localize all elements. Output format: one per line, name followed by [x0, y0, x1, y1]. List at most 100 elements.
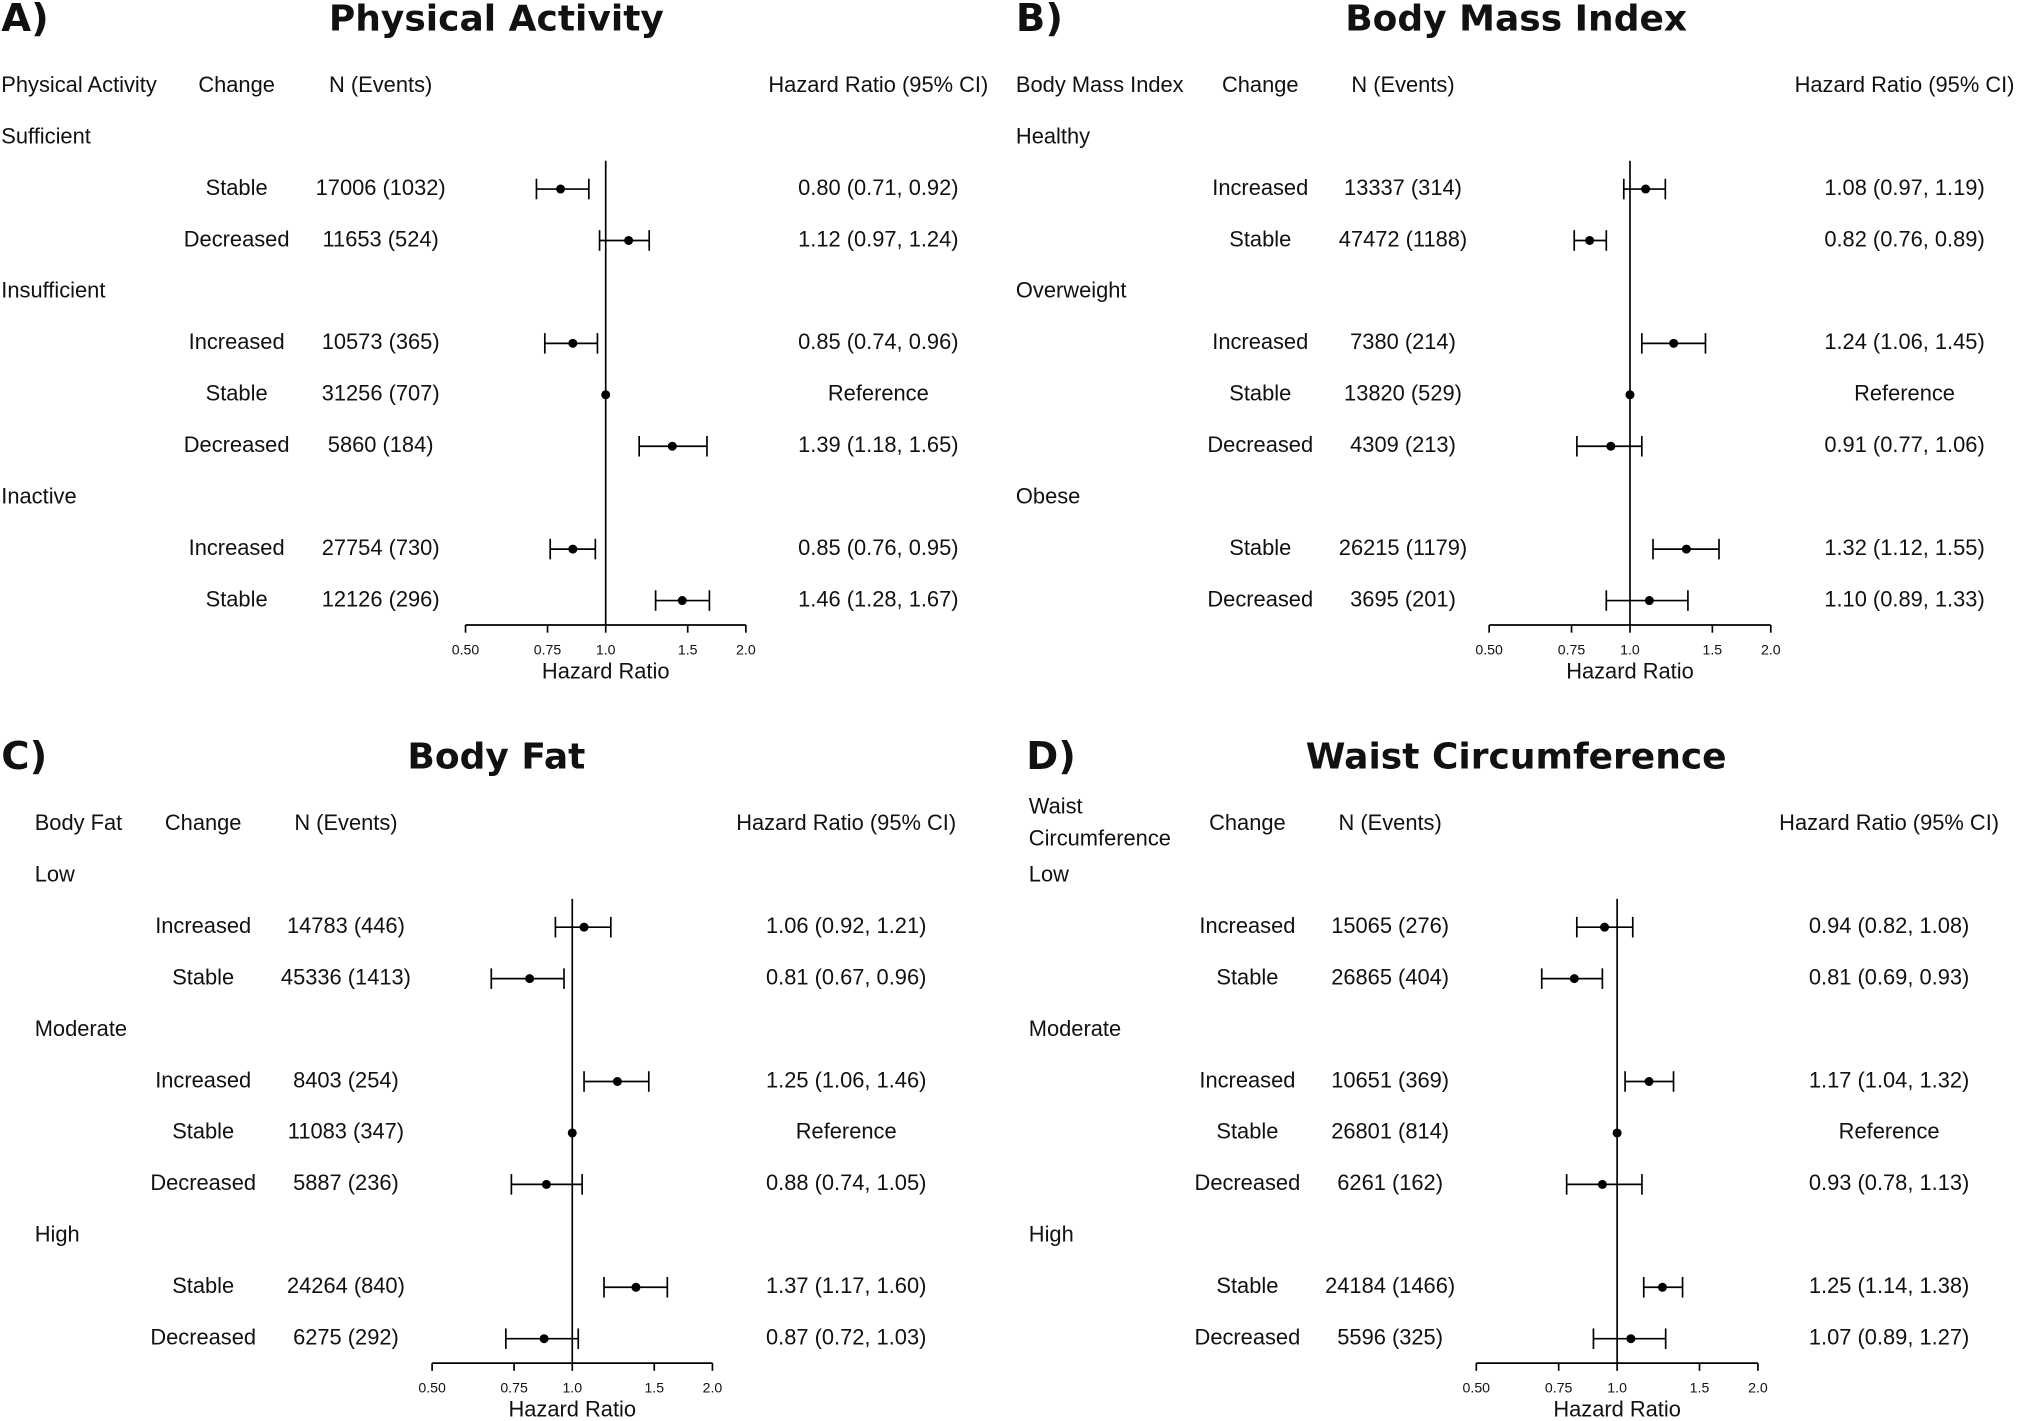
x-tick-label: 1.5 [1703, 641, 1723, 657]
column-header: N (Events) [294, 810, 397, 835]
hr-label: 1.46 (1.28, 1.67) [798, 586, 958, 611]
panel-label: C) [1, 734, 47, 779]
group-label: Inactive [1, 483, 76, 508]
group-label: High [1029, 1222, 1074, 1247]
column-header: Body Mass Index [1016, 72, 1184, 97]
n-events: 45336 (1413) [281, 964, 411, 989]
change-label: Decreased [184, 226, 290, 251]
hr-point [568, 338, 578, 348]
change-label: Decreased [1207, 586, 1313, 611]
column-header: Change [198, 72, 275, 97]
change-label: Stable [1216, 1273, 1278, 1298]
hr-point [579, 922, 589, 932]
n-events: 27754 (730) [322, 535, 440, 560]
panel-label: A) [1, 0, 48, 41]
group-label: Sufficient [1, 123, 91, 148]
x-tick-label: 0.50 [1463, 1380, 1491, 1396]
hr-label: 0.85 (0.76, 0.95) [798, 535, 958, 560]
column-header: Hazard Ratio (95% CI) [1795, 72, 2015, 97]
hr-label: 1.07 (0.89, 1.27) [1809, 1324, 1969, 1349]
column-header: Physical Activity [1, 72, 157, 97]
hr-label: 0.94 (0.82, 1.08) [1809, 913, 1969, 938]
group-label: Low [1029, 862, 1069, 887]
n-events: 26215 (1179) [1339, 535, 1467, 560]
change-label: Stable [172, 1119, 234, 1144]
group-label: Insufficient [1, 278, 105, 303]
x-axis-label: Hazard Ratio [1553, 1396, 1681, 1421]
hr-label: 1.06 (0.92, 1.21) [766, 913, 926, 938]
change-label: Stable [206, 175, 268, 200]
column-header: Hazard Ratio (95% CI) [736, 810, 956, 835]
x-tick-label: 2.0 [736, 641, 756, 657]
column-header: Hazard Ratio (95% CI) [1779, 810, 1999, 835]
x-tick-label: 0.50 [452, 641, 480, 657]
change-label: Decreased [150, 1170, 256, 1195]
chart-title: Physical Activity [329, 0, 664, 40]
n-events: 31256 (707) [322, 381, 440, 406]
x-tick-label: 0.50 [418, 1380, 446, 1396]
hr-point [1644, 1077, 1654, 1087]
change-label: Decreased [1195, 1324, 1301, 1349]
hr-label: 1.17 (1.04, 1.32) [1809, 1067, 1969, 1092]
hr-point [1641, 184, 1651, 194]
change-label: Stable [1229, 226, 1291, 251]
hr-point [631, 1282, 641, 1292]
hr-label: 0.93 (0.78, 1.13) [1809, 1170, 1969, 1195]
hr-label: 1.25 (1.14, 1.38) [1809, 1273, 1969, 1298]
n-events: 14783 (446) [287, 913, 405, 938]
column-header: N (Events) [1339, 810, 1442, 835]
change-label: Increased [1212, 175, 1308, 200]
hr-label: Reference [1854, 381, 1955, 406]
change-label: Increased [1199, 913, 1295, 938]
hr-label: 1.39 (1.18, 1.65) [798, 432, 958, 457]
hr-label: 0.82 (0.76, 0.89) [1824, 226, 1984, 251]
x-tick-label: 0.50 [1475, 641, 1503, 657]
hr-point [1657, 1282, 1667, 1292]
hr-point [539, 1334, 549, 1344]
hr-point [525, 974, 535, 984]
hr-point [556, 184, 566, 194]
hr-label: Reference [796, 1119, 897, 1144]
hr-point [612, 1077, 622, 1087]
n-events: 24264 (840) [287, 1273, 405, 1298]
column-header: Change [1222, 72, 1299, 97]
panel-label: B) [1016, 0, 1063, 41]
change-label: Stable [206, 586, 268, 611]
hr-label: 1.12 (0.97, 1.24) [798, 226, 958, 251]
group-label: Obese [1016, 483, 1080, 508]
change-label: Decreased [150, 1324, 256, 1349]
change-label: Stable [1216, 1119, 1278, 1144]
hr-point [667, 441, 677, 451]
change-label: Decreased [184, 432, 290, 457]
hr-point [1585, 235, 1595, 245]
group-label: High [35, 1222, 80, 1247]
chart-title: Body Fat [407, 737, 585, 778]
hr-point [568, 544, 578, 554]
n-events: 6275 (292) [293, 1324, 399, 1349]
change-label: Increased [1212, 329, 1308, 354]
n-events: 26801 (814) [1331, 1119, 1449, 1144]
change-label: Stable [1229, 381, 1291, 406]
hr-point [1606, 441, 1616, 451]
n-events: 3695 (201) [1350, 586, 1456, 611]
hr-label: 1.37 (1.17, 1.60) [766, 1273, 926, 1298]
x-tick-label: 1.5 [644, 1380, 664, 1396]
x-tick-label: 2.0 [1748, 1380, 1768, 1396]
hr-label: Reference [1839, 1119, 1940, 1144]
column-header: N (Events) [329, 72, 432, 97]
x-axis-label: Hazard Ratio [508, 1396, 636, 1421]
n-events: 26865 (404) [1331, 964, 1449, 989]
hr-point [1600, 922, 1610, 932]
n-events: 10573 (365) [322, 329, 440, 354]
n-events: 11653 (524) [323, 226, 439, 251]
hr-point [541, 1179, 551, 1189]
x-tick-label: 1.0 [562, 1380, 582, 1396]
chart-title: Body Mass Index [1345, 0, 1687, 40]
column-header: Change [1209, 810, 1286, 835]
n-events: 4309 (213) [1350, 432, 1456, 457]
chart-title: Waist Circumference [1306, 737, 1727, 778]
hr-label: 0.87 (0.72, 1.03) [766, 1324, 926, 1349]
n-events: 17006 (1032) [316, 175, 446, 200]
change-label: Stable [206, 381, 268, 406]
hr-label: 1.24 (1.06, 1.45) [1824, 329, 1984, 354]
